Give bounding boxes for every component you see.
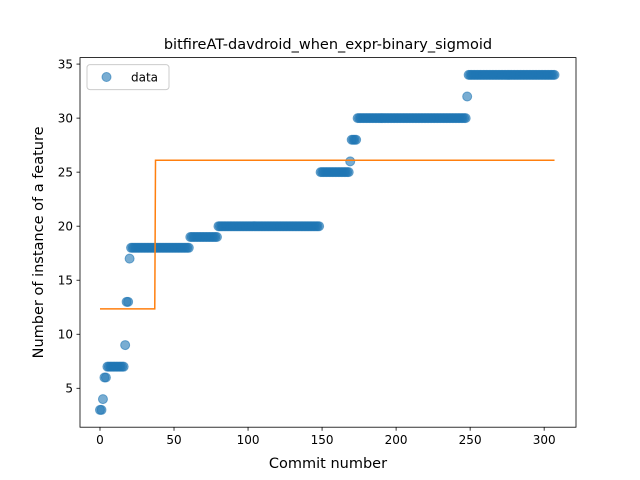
data-point — [343, 167, 354, 178]
legend-box — [86, 64, 170, 91]
data-points — [94, 69, 560, 415]
x-tick-label: 250 — [459, 433, 482, 447]
y-axis-label: Number of instance of a feature — [31, 126, 47, 358]
plot-frame — [79, 57, 577, 428]
legend: data — [86, 64, 170, 91]
fit-line — [99, 159, 555, 310]
data-point — [183, 242, 194, 253]
y-tick-label: 25 — [58, 165, 73, 179]
y-tick-label: 30 — [58, 111, 73, 125]
legend-marker-data — [101, 72, 112, 82]
y-tick-label: 20 — [58, 219, 73, 233]
x-tick-label: 50 — [166, 433, 181, 447]
data-point — [100, 372, 111, 383]
data-point — [97, 394, 108, 405]
legend-label-data: data — [131, 71, 158, 85]
x-tick-label: 150 — [311, 433, 334, 447]
x-tick-label: 200 — [385, 433, 408, 447]
data-point — [123, 296, 134, 307]
data-point — [124, 253, 135, 264]
data-point — [345, 156, 356, 167]
data-point — [96, 404, 107, 415]
x-tick-label: 0 — [96, 433, 104, 447]
data-point — [120, 340, 131, 351]
data-point — [460, 113, 471, 124]
y-tick-label: 35 — [58, 57, 73, 71]
x-tick-label: 100 — [237, 433, 260, 447]
y-tick-label: 5 — [65, 382, 73, 396]
x-axis-ticks: 0 50 100 150 200 250 300 — [96, 427, 556, 447]
y-tick-label: 10 — [58, 328, 73, 342]
data-point — [211, 232, 222, 242]
x-tick-label: 300 — [533, 433, 556, 447]
data-point — [118, 361, 129, 372]
x-axis-label: Commit number — [269, 456, 387, 472]
chart-title: bitfireAT-davdroid_when_expr-binary_sigm… — [164, 37, 492, 53]
y-tick-label: 15 — [58, 274, 73, 288]
data-point — [314, 221, 325, 232]
data-point — [462, 91, 473, 102]
data-point — [549, 69, 560, 80]
data-point — [351, 134, 362, 145]
plot-layer — [94, 69, 560, 415]
y-axis-ticks: 5 10 15 20 25 30 35 — [58, 57, 80, 396]
